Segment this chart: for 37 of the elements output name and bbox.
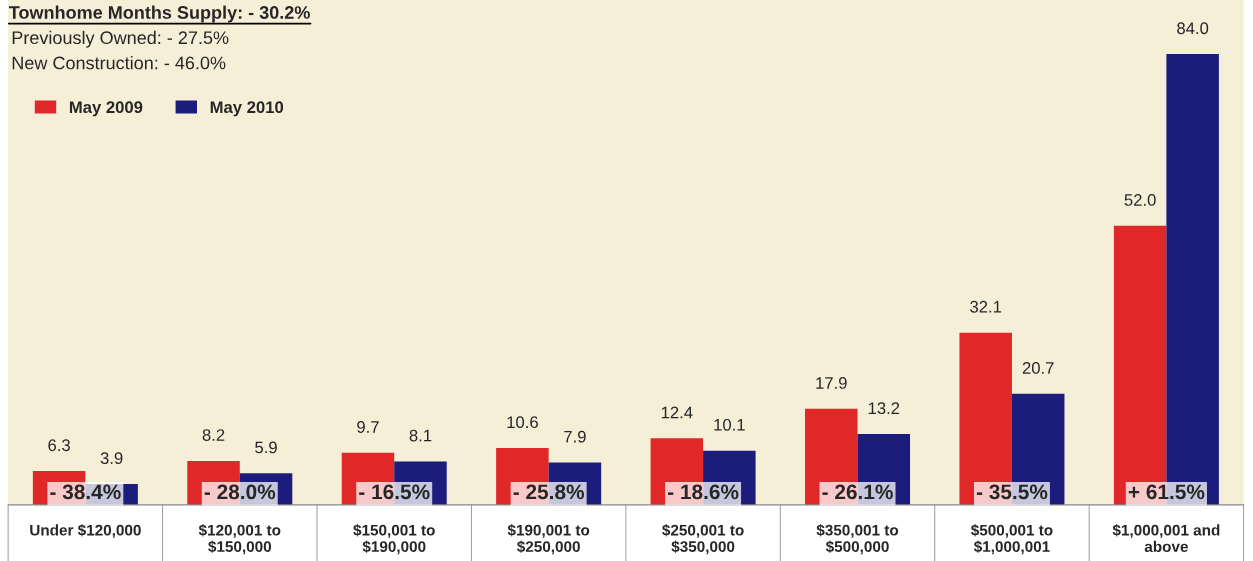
data-label: 52.0 (1124, 194, 1156, 206)
x-tick-label: $120,001 to $150,000 (198, 524, 281, 555)
annotation: - 18.6% (668, 484, 739, 500)
data-label: 8.1 (409, 429, 432, 442)
data-label: 10.6 (507, 416, 538, 429)
annotation: New Construction: - 46.0% (12, 56, 226, 70)
data-label: 12.4 (661, 406, 693, 419)
annotation: - 38.4% (50, 484, 121, 500)
data-label: 32.1 (970, 300, 1002, 313)
x-tick-label: $250,001 to $350,000 (662, 524, 744, 555)
data-label: 5.9 (255, 441, 277, 454)
x-tick-label: $150,001 to $190,000 (353, 524, 435, 555)
data-label: 6.3 (48, 439, 70, 452)
x-tick-label: $350,001 to $500,000 (816, 524, 899, 555)
annotation: + 61.5% (1128, 484, 1205, 500)
data-label: 8.2 (202, 429, 225, 441)
text: Previously Owned: - 27.5% (12, 30, 229, 48)
x-tick-label: Under $120,000 (30, 524, 141, 538)
x-tick-label: $500,001 to $1,000,001 (970, 524, 1053, 555)
legend-label: May 2009 (69, 101, 143, 117)
data-label: 3.9 (100, 452, 123, 465)
annotation: - 26.1% (822, 484, 893, 500)
data-label: 20.7 (1022, 362, 1054, 374)
legend-label: May 2010 (210, 101, 284, 117)
annotation: - 25.8% (513, 484, 585, 500)
chart-title: Townhome Months Supply: - 30.2% (8, 5, 310, 23)
x-tick-label: $190,001 to $250,000 (507, 524, 590, 555)
annotation: - 16.5% (359, 484, 430, 500)
data-label: 10.1 (714, 418, 745, 431)
data-label: 9.7 (357, 421, 379, 433)
data-label: 84.0 (1177, 22, 1209, 35)
annotation: - 35.5% (976, 484, 1048, 500)
data-label: 7.9 (564, 430, 586, 443)
data-label: 17.9 (816, 377, 847, 389)
annotation: - 28.0% (204, 484, 276, 500)
x-tick-label: $1,000,001 and above (1112, 524, 1220, 553)
data-label: 13.2 (868, 402, 900, 415)
